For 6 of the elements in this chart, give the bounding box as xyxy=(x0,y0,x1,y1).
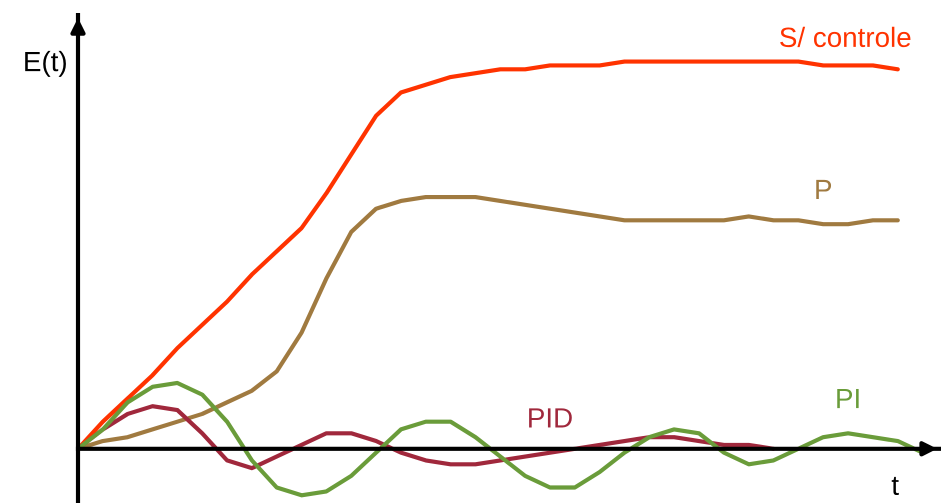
series-label: S/ controle xyxy=(780,26,910,48)
x-axis-title: t xyxy=(892,476,899,496)
y-axis-title: E(t) xyxy=(25,50,66,77)
series-label: PID xyxy=(529,408,572,428)
series-label: PI xyxy=(837,388,859,408)
series-label: P xyxy=(816,180,832,199)
